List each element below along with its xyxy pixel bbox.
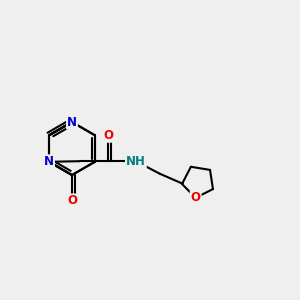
Text: N: N (67, 116, 77, 128)
Text: N: N (44, 155, 54, 168)
Text: O: O (103, 129, 113, 142)
Text: O: O (67, 194, 77, 207)
Text: NH: NH (126, 155, 146, 168)
Text: O: O (191, 191, 201, 204)
